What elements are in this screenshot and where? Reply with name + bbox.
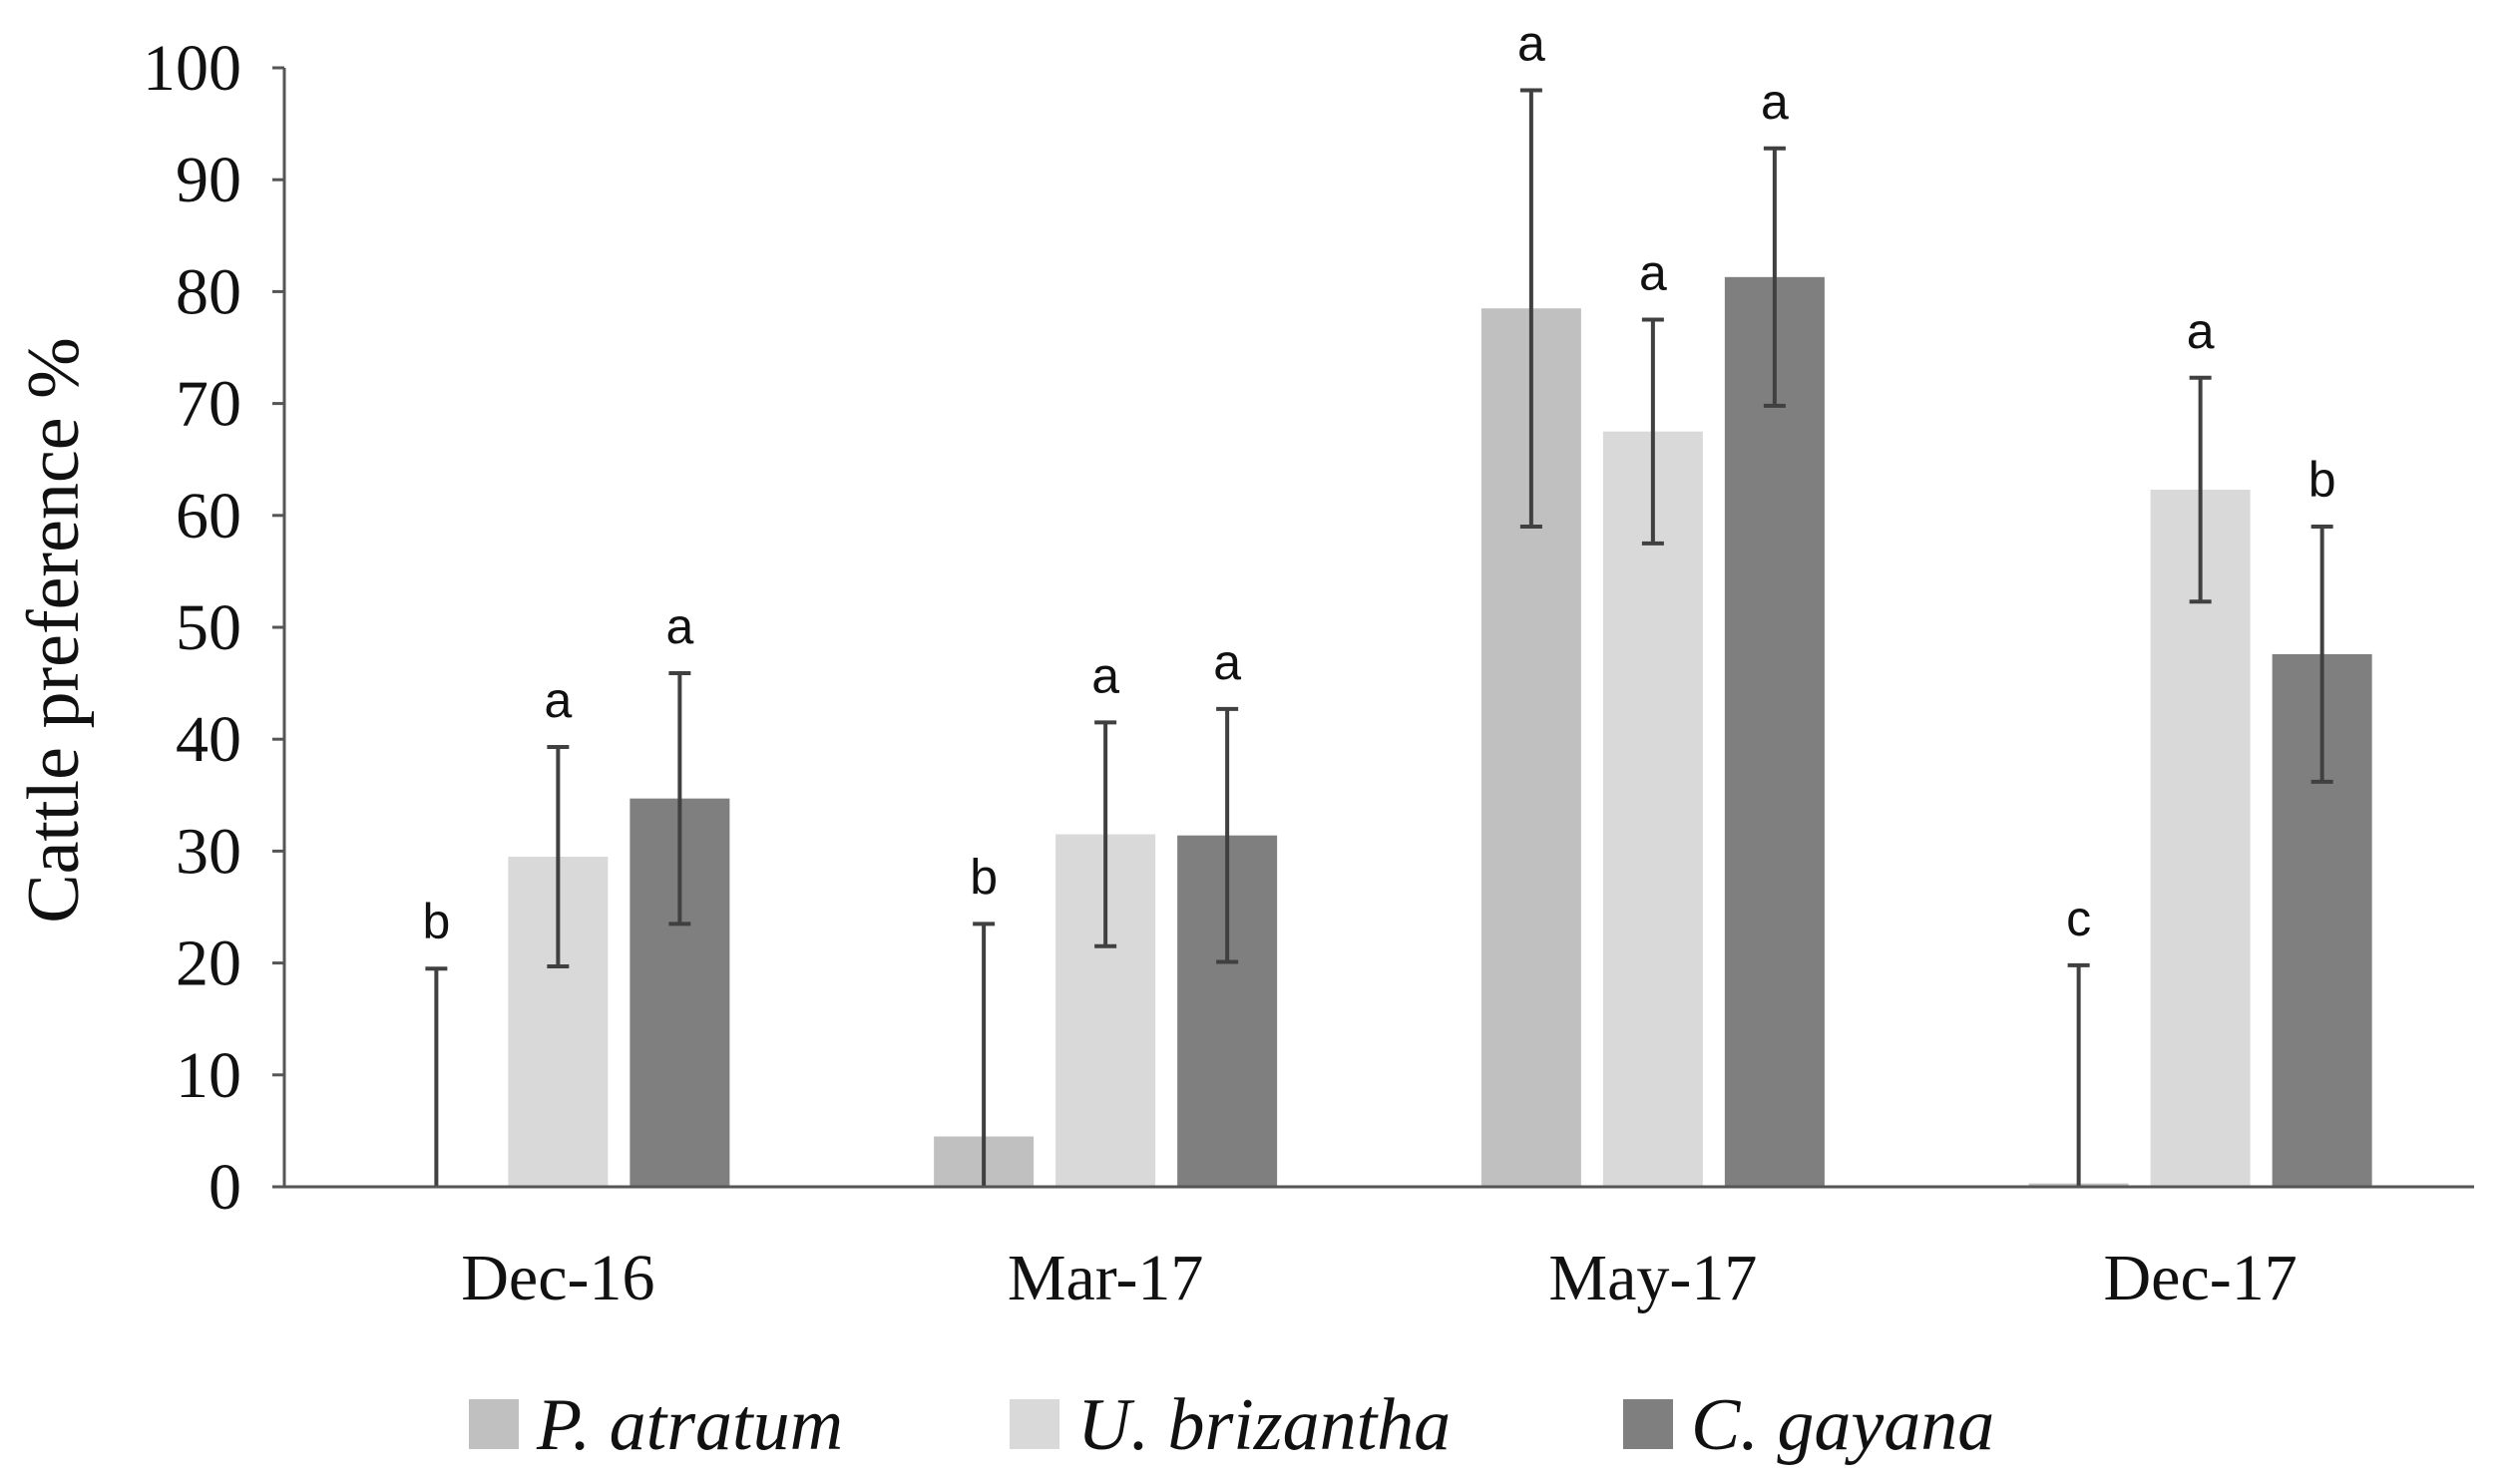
legend-label: C. gayana bbox=[1691, 1384, 1994, 1466]
legend-swatch bbox=[1623, 1399, 1673, 1449]
significance-letter: a bbox=[1761, 74, 1789, 130]
significance-letter: a bbox=[1639, 244, 1667, 300]
significance-letter: a bbox=[544, 672, 572, 728]
x-category-label: Dec-17 bbox=[2104, 1242, 2298, 1314]
legend-swatch bbox=[1010, 1399, 1059, 1449]
y-tick-label: 30 bbox=[176, 815, 241, 888]
significance-letter: a bbox=[2187, 303, 2215, 359]
x-category-label: Mar-17 bbox=[1008, 1242, 1204, 1314]
bar bbox=[2150, 489, 2251, 1187]
y-tick-label: 10 bbox=[176, 1039, 241, 1112]
bar bbox=[1602, 431, 1703, 1187]
significance-letter: a bbox=[1213, 634, 1241, 690]
y-tick-label: 50 bbox=[176, 591, 241, 664]
y-axis: 0 10 20 30 40 50 60 70 80 90 100 bbox=[143, 32, 286, 1224]
error-bars bbox=[425, 88, 2333, 1187]
x-category-label: Dec-16 bbox=[461, 1242, 654, 1314]
y-tick-label: 0 bbox=[209, 1151, 241, 1224]
y-tick-label: 90 bbox=[176, 144, 241, 216]
significance-letter: c bbox=[2066, 891, 2091, 946]
x-axis: Dec-16 Mar-17 May-17 Dec-17 bbox=[284, 1185, 2474, 1314]
significance-letter: b bbox=[970, 849, 998, 905]
x-category-label: May-17 bbox=[1548, 1242, 1757, 1314]
legend-swatch bbox=[469, 1399, 519, 1449]
y-tick-label: 40 bbox=[176, 703, 241, 776]
y-tick-label: 20 bbox=[176, 927, 241, 1000]
significance-letter: b bbox=[422, 894, 450, 949]
significance-letter: a bbox=[1517, 15, 1545, 71]
bar bbox=[1724, 276, 1825, 1188]
significance-letter: a bbox=[1091, 647, 1119, 703]
legend-label: P. atratum bbox=[536, 1384, 843, 1466]
bars bbox=[508, 276, 2372, 1188]
y-axis-title: Cattle preference % bbox=[13, 337, 95, 924]
y-tick-label: 80 bbox=[176, 255, 241, 328]
legend-label: U. brizantha bbox=[1077, 1384, 1451, 1466]
significance-letter: b bbox=[2309, 452, 2336, 508]
y-tick-label: 60 bbox=[176, 480, 241, 553]
legend: P. atratum U. brizantha C. gayana bbox=[469, 1384, 1994, 1466]
significance-letters: b b a c a a a a a a a b bbox=[422, 15, 2335, 949]
significance-letter: a bbox=[665, 598, 693, 654]
y-tick-label: 100 bbox=[143, 32, 241, 105]
y-tick-label: 70 bbox=[176, 368, 241, 441]
